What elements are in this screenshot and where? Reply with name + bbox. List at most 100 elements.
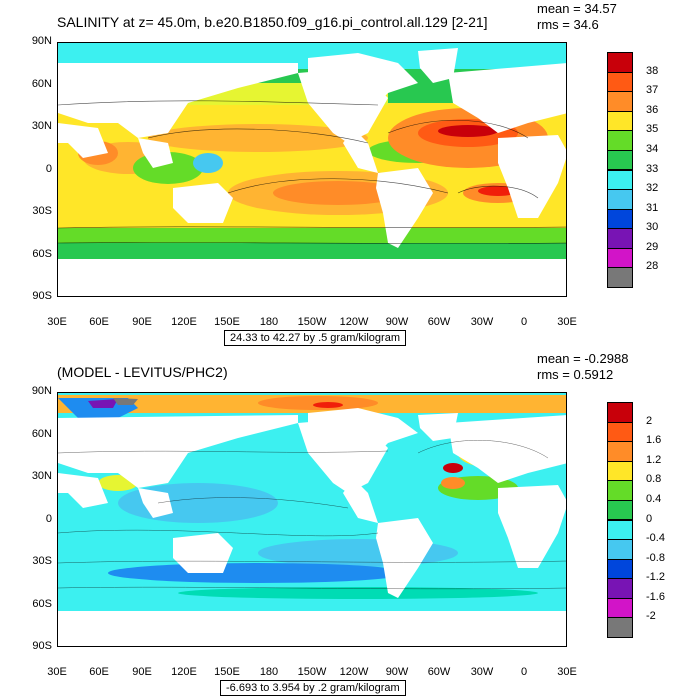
colorbar-swatch bbox=[607, 539, 633, 560]
x-tick: 30E bbox=[557, 666, 577, 678]
x-tick: 0 bbox=[520, 666, 528, 678]
colorbar-swatch bbox=[607, 71, 633, 93]
colorbar bbox=[607, 402, 633, 638]
x-tick: 120W bbox=[339, 316, 369, 328]
x-tick: 30E bbox=[47, 316, 67, 328]
colorbar-label: 31 bbox=[646, 201, 659, 214]
x-tick: 60W bbox=[427, 316, 451, 328]
y-tick: 90N bbox=[31, 385, 52, 397]
colorbar-label: 30 bbox=[646, 221, 659, 234]
salinity-panel: SALINITY at z= 45.0m, b.e20.B1850.f09_g1… bbox=[31, 1, 659, 346]
x-tick: 150W bbox=[297, 666, 327, 678]
colorbar-swatch bbox=[607, 402, 633, 423]
colorbar-swatch bbox=[607, 130, 633, 151]
colorbar-swatch bbox=[607, 441, 633, 462]
colorbar-label: 2 bbox=[646, 414, 653, 427]
colorbar-label: 0.4 bbox=[646, 492, 662, 505]
x-tick: 150E bbox=[214, 316, 240, 328]
colorbar-label: -1.6 bbox=[646, 590, 665, 603]
x-tick: 120E bbox=[171, 316, 197, 328]
colorbar-label: 28 bbox=[646, 260, 659, 273]
y-tick: 0 bbox=[45, 513, 52, 525]
colorbar-label: 38 bbox=[646, 64, 659, 77]
x-tick: 30W bbox=[470, 666, 494, 678]
colorbar-label: 1.2 bbox=[646, 453, 662, 466]
panel-title: (MODEL - LEVITUS/PHC2) bbox=[57, 364, 228, 380]
colorbar-label: 1.6 bbox=[646, 434, 662, 447]
colorbar-swatch bbox=[607, 597, 633, 619]
colorbar-label: 29 bbox=[646, 240, 659, 253]
x-tick: 180 bbox=[259, 666, 279, 678]
rms-stat: rms = 34.6 bbox=[537, 17, 599, 32]
x-tick: 120W bbox=[339, 666, 369, 678]
colorbar-label: 35 bbox=[646, 123, 659, 136]
colorbar-label: -0.4 bbox=[646, 532, 665, 545]
y-tick: 60N bbox=[31, 78, 52, 90]
x-tick: 90W bbox=[385, 666, 409, 678]
colorbar-swatch bbox=[607, 460, 633, 482]
colorbar-label: 37 bbox=[646, 84, 659, 97]
y-tick: 30S bbox=[32, 205, 52, 217]
colorbar-label: -1.2 bbox=[646, 571, 665, 584]
colorbar-swatch bbox=[607, 149, 633, 171]
colorbar-swatch bbox=[607, 228, 633, 249]
colorbar-swatch bbox=[607, 480, 633, 501]
difference-map bbox=[57, 392, 567, 647]
x-tick: 180 bbox=[259, 316, 279, 328]
salinity-map bbox=[57, 42, 567, 297]
colorbar bbox=[607, 52, 633, 288]
y-tick: 60S bbox=[32, 248, 52, 260]
colorbar-label: 33 bbox=[646, 162, 659, 175]
range-label: 24.33 to 42.27 by .5 gram/kilogram bbox=[224, 330, 406, 346]
x-tick: 150W bbox=[297, 316, 327, 328]
x-tick: 90W bbox=[385, 316, 409, 328]
x-tick: 30E bbox=[557, 316, 577, 328]
colorbar-swatch bbox=[607, 578, 633, 599]
mean-stat: mean = -0.2988 bbox=[537, 351, 629, 366]
x-tick: 0 bbox=[520, 316, 528, 328]
rms-stat: rms = 0.5912 bbox=[537, 367, 614, 382]
colorbar-swatch bbox=[607, 52, 633, 73]
x-tick: 60W bbox=[427, 666, 451, 678]
colorbar-label: 34 bbox=[646, 142, 659, 155]
x-tick: 30E bbox=[47, 666, 67, 678]
colorbar-swatch bbox=[607, 519, 633, 541]
y-tick: 30N bbox=[31, 470, 52, 482]
colorbar-swatch bbox=[607, 267, 633, 288]
y-tick: 60N bbox=[31, 428, 52, 440]
y-tick: 30S bbox=[32, 555, 52, 567]
colorbar-label: 0 bbox=[646, 512, 653, 525]
y-tick: 60S bbox=[32, 598, 52, 610]
x-tick: 30W bbox=[470, 316, 494, 328]
x-tick: 90E bbox=[132, 316, 152, 328]
colorbar-swatch bbox=[607, 617, 633, 638]
colorbar-swatch bbox=[607, 110, 633, 132]
x-tick: 120E bbox=[171, 666, 197, 678]
y-tick: 90S bbox=[32, 640, 52, 652]
x-tick: 150E bbox=[214, 666, 240, 678]
colorbar-swatch bbox=[607, 208, 633, 230]
difference-map-graphic bbox=[58, 393, 566, 646]
range-label: -6.693 to 3.954 by .2 gram/kilogram bbox=[220, 680, 406, 696]
colorbar-swatch bbox=[607, 558, 633, 580]
colorbar-label: 32 bbox=[646, 182, 659, 195]
y-tick: 30N bbox=[31, 120, 52, 132]
mean-stat: mean = 34.57 bbox=[537, 1, 617, 16]
y-tick: 90N bbox=[31, 35, 52, 47]
x-tick: 60E bbox=[89, 666, 109, 678]
colorbar-swatch bbox=[607, 247, 633, 269]
colorbar-swatch bbox=[607, 189, 633, 210]
y-tick: 90S bbox=[32, 290, 52, 302]
x-tick: 90E bbox=[132, 666, 152, 678]
colorbar-label: 36 bbox=[646, 103, 659, 116]
colorbar-label: -0.8 bbox=[646, 551, 665, 564]
colorbar-swatch bbox=[607, 91, 633, 112]
salinity-map-graphic bbox=[58, 43, 566, 296]
colorbar-swatch bbox=[607, 421, 633, 443]
colorbar-label: 0.8 bbox=[646, 473, 662, 486]
colorbar-swatch bbox=[607, 169, 633, 191]
difference-panel: (MODEL - LEVITUS/PHC2) mean = -0.2988 rm… bbox=[0, 350, 700, 700]
colorbar-label: -2 bbox=[646, 610, 656, 623]
panel-title: SALINITY at z= 45.0m, b.e20.B1850.f09_g1… bbox=[57, 14, 488, 30]
x-tick: 60E bbox=[89, 316, 109, 328]
